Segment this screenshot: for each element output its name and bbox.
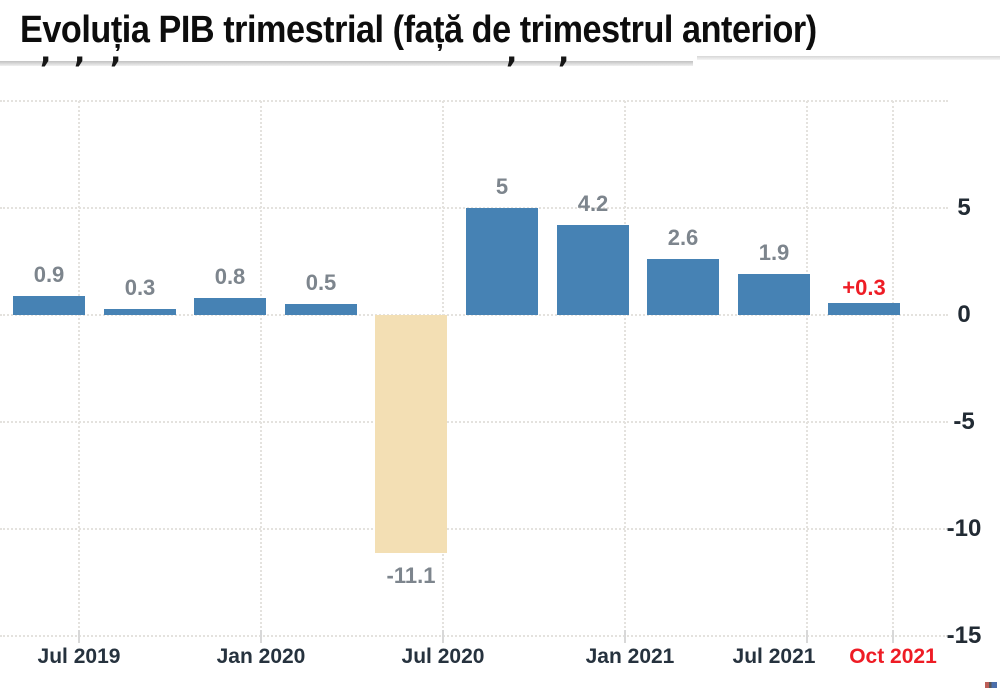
x-axis-tick <box>892 630 894 643</box>
title-descender-mark: , <box>40 35 52 70</box>
x-axis-label: Jul 2021 <box>732 645 816 668</box>
bar-value-label: 1.9 <box>758 240 790 265</box>
bar <box>13 296 85 315</box>
y-gridline <box>0 421 948 423</box>
x-axis-label: Jan 2021 <box>585 645 675 668</box>
x-axis-label: Oct 2021 <box>849 645 937 668</box>
bar-value-label: +0.3 <box>842 275 886 300</box>
bar <box>738 274 810 315</box>
x-axis-tick <box>806 630 808 643</box>
x-axis-label: Jan 2020 <box>216 645 306 668</box>
bar <box>557 225 629 315</box>
y-axis-label: 0 <box>957 301 971 328</box>
bar-value-label: -11.1 <box>386 563 436 588</box>
title-descender-mark: , <box>506 35 518 70</box>
chart-title: Evoluția PIB trimestrial (față de trimes… <box>20 9 817 51</box>
bar-value-label: 2.6 <box>667 225 699 250</box>
y-gridline <box>0 528 948 530</box>
y-axis-label: 5 <box>957 194 971 221</box>
bar-value-label: 0.8 <box>214 264 246 289</box>
bar <box>828 303 900 315</box>
bar-value-label: 4.2 <box>577 191 609 216</box>
x-axis-tick <box>78 630 80 643</box>
y-gridline <box>0 100 948 102</box>
x-axis-tick <box>442 630 444 643</box>
title-descender-mark: , <box>558 35 570 70</box>
x-axis-label: Jul 2020 <box>401 645 485 668</box>
y-axis-label: -15 <box>946 622 982 649</box>
bar <box>104 309 176 315</box>
x-gridline <box>260 101 262 636</box>
x-axis-tick <box>624 630 626 643</box>
bar <box>285 304 357 315</box>
x-axis-label: Jul 2019 <box>37 645 121 668</box>
title-descender-mark: , <box>74 35 86 70</box>
y-gridline <box>0 635 948 637</box>
y-axis-label: -5 <box>953 408 975 435</box>
title-shadow-right <box>697 56 1000 60</box>
x-gridline <box>892 101 894 636</box>
bar <box>194 298 266 315</box>
y-gridline <box>0 314 948 316</box>
bar <box>466 208 538 315</box>
bar <box>647 259 719 315</box>
bar-value-label: 0.5 <box>305 270 337 295</box>
title-descender-mark: , <box>110 35 122 70</box>
title-shadow-left <box>0 61 693 66</box>
y-axis-label: -10 <box>946 515 982 542</box>
x-gridline <box>78 101 80 636</box>
bar-value-label: 0.9 <box>33 262 65 287</box>
x-axis-tick <box>260 630 262 643</box>
bar-negative <box>375 315 447 553</box>
watermark-fragment <box>985 682 997 688</box>
x-gridline <box>624 101 626 636</box>
bar-value-label: 0.3 <box>124 275 156 300</box>
x-gridline <box>806 101 808 636</box>
bar-value-label: 5 <box>495 174 509 199</box>
